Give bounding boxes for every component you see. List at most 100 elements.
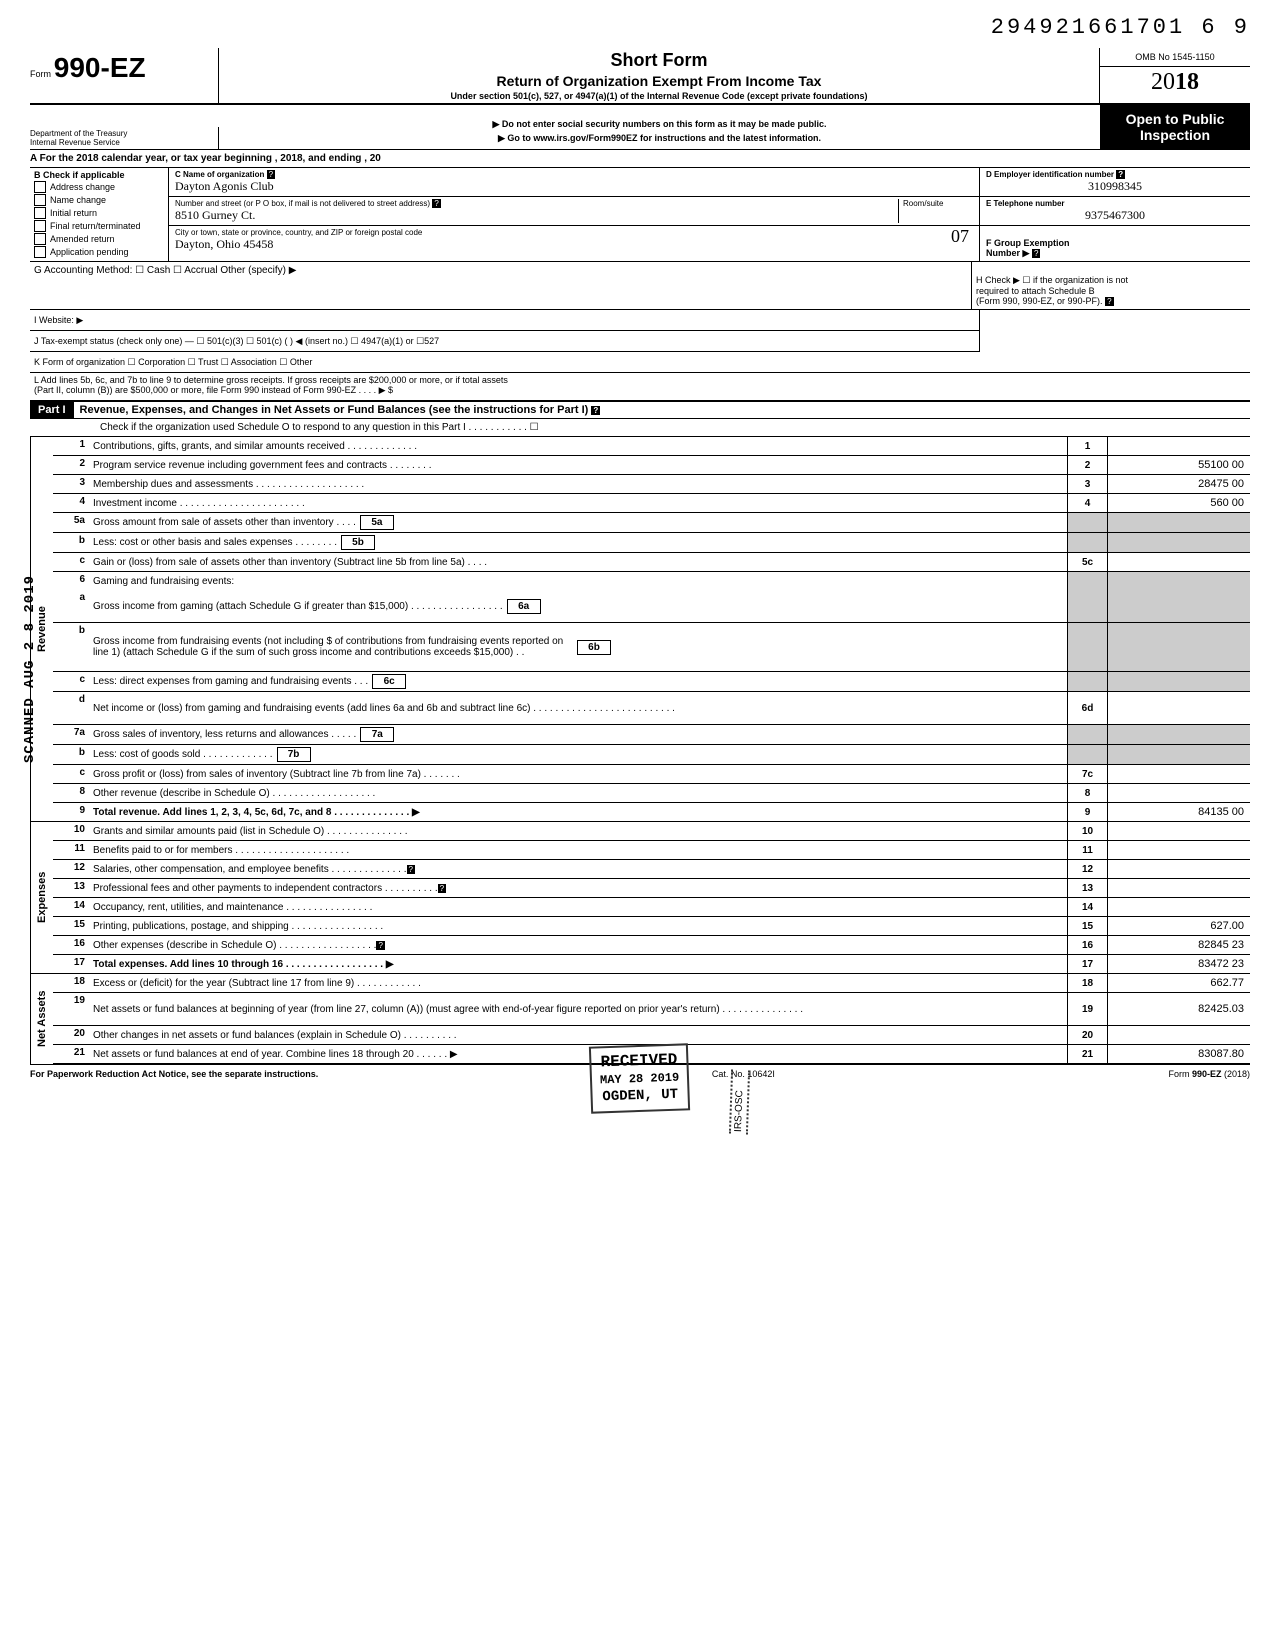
chk-initial-return[interactable]: Initial return [34, 207, 164, 219]
row-h: H Check ▶ ☐ if the organization is not r… [971, 262, 1250, 309]
line-2: 2Program service revenue including gover… [53, 456, 1250, 475]
line-19: 19Net assets or fund balances at beginni… [53, 993, 1250, 1026]
org-name: Dayton Agonis Club [175, 179, 973, 194]
line-12: 12Salaries, other compensation, and empl… [53, 860, 1250, 879]
d-label: D Employer identification number [986, 170, 1114, 179]
line-11: 11Benefits paid to or for members . . . … [53, 841, 1250, 860]
right-header-box: OMB No 1545-1150 2018 [1100, 48, 1250, 103]
form-number: 990-EZ [54, 52, 146, 83]
column-b-checkboxes: B Check if applicable Address change Nam… [30, 168, 169, 261]
footer-left: For Paperwork Reduction Act Notice, see … [30, 1069, 318, 1079]
ein-row: D Employer identification number ? 31099… [980, 168, 1250, 197]
org-name-row: C Name of organization ? Dayton Agonis C… [169, 168, 979, 197]
address-row: Number and street (or P O box, if mail i… [169, 197, 979, 226]
header-row-2: Department of the Treasury Internal Reve… [30, 105, 1250, 150]
irs-osc-stamp: IRS-OSC [729, 1070, 750, 1135]
line-14: 14Occupancy, rent, utilities, and mainte… [53, 898, 1250, 917]
help-icon[interactable]: ? [438, 884, 446, 893]
room-label: Room/suite [903, 199, 973, 208]
form-prefix: Form [30, 69, 51, 79]
column-d-e-f: D Employer identification number ? 31099… [980, 168, 1250, 261]
help-icon[interactable]: ? [1032, 249, 1040, 258]
line-20: 20Other changes in net assets or fund ba… [53, 1026, 1250, 1045]
row-j-tax-status: J Tax-exempt status (check only one) — ☐… [30, 331, 979, 352]
line-6: 6Gaming and fundraising events: [53, 572, 1250, 590]
open-public-label: Open to Public Inspection [1100, 105, 1250, 149]
part-1-header: Part I Revenue, Expenses, and Changes in… [30, 401, 1250, 419]
row-i-website: I Website: ▶ [30, 310, 979, 331]
col-b-header: B Check if applicable [34, 170, 164, 180]
part-1-title: Revenue, Expenses, and Changes in Net As… [74, 404, 601, 416]
line-1: 1Contributions, gifts, grants, and simil… [53, 437, 1250, 456]
part-1-check: Check if the organization used Schedule … [30, 419, 1250, 437]
net-assets-side-label: Net Assets [30, 974, 53, 1065]
line-10: 10Grants and similar amounts paid (list … [53, 822, 1250, 841]
column-c-org-info: C Name of organization ? Dayton Agonis C… [169, 168, 980, 261]
line-3: 3Membership dues and assessments . . . .… [53, 475, 1250, 494]
help-icon[interactable]: ? [1105, 297, 1113, 306]
handwritten-07: 07 [951, 226, 969, 247]
e-label: E Telephone number [986, 199, 1244, 208]
help-icon[interactable]: ? [267, 170, 275, 179]
revenue-lines: 1Contributions, gifts, grants, and simil… [53, 437, 1250, 822]
row-k-org-form: K Form of organization ☐ Corporation ☐ T… [30, 352, 1250, 373]
year-prefix: 20 [1151, 69, 1175, 95]
revenue-section: Revenue 1Contributions, gifts, grants, a… [30, 437, 1250, 822]
part-1-label: Part I [30, 402, 74, 418]
line-4: 4Investment income . . . . . . . . . . .… [53, 494, 1250, 513]
org-city: Dayton, Ohio 45458 [175, 237, 973, 252]
row-l-gross-receipts: L Add lines 5b, 6c, and 7b to line 9 to … [30, 373, 1250, 401]
city-row: City or town, state or province, country… [169, 226, 979, 254]
line-7c: cGross profit or (loss) from sales of in… [53, 765, 1250, 784]
header-instructions: ▶ Do not enter social security numbers o… [219, 114, 1100, 149]
footer-form-ref: Form 990-EZ (2018) [1168, 1069, 1250, 1079]
line-7a: 7aGross sales of inventory, less returns… [53, 725, 1250, 745]
arrow-line-1: ▶ Do not enter social security numbers o… [221, 119, 1098, 130]
line-13: 13Professional fees and other payments t… [53, 879, 1250, 898]
ogden-label: OGDEN, UT [600, 1086, 680, 1107]
received-stamp: RECEIVED MAY 28 2019 OGDEN, UT [589, 1043, 690, 1113]
ein-value: 310998345 [986, 179, 1244, 194]
org-address: 8510 Gurney Ct. [175, 208, 898, 223]
help-icon[interactable]: ? [591, 406, 600, 415]
help-icon[interactable]: ? [407, 865, 415, 874]
help-icon[interactable]: ? [432, 199, 440, 208]
row-g-h: G Accounting Method: ☐ Cash ☐ Accrual Ot… [30, 262, 1250, 310]
dept-treasury: Department of the Treasury Internal Reve… [30, 127, 219, 149]
line-6d: dNet income or (loss) from gaming and fu… [53, 692, 1250, 725]
line-18: 18Excess or (deficit) for the year (Subt… [53, 974, 1250, 993]
line-8: 8Other revenue (describe in Schedule O) … [53, 784, 1250, 803]
f-label: F Group Exemption Number ▶ [986, 238, 1070, 258]
title-box: Short Form Return of Organization Exempt… [219, 48, 1100, 103]
help-icon[interactable]: ? [376, 941, 384, 950]
year-suffix: 18 [1175, 69, 1199, 95]
chk-name-change[interactable]: Name change [34, 194, 164, 206]
line-7b: bLess: cost of goods sold . . . . . . . … [53, 745, 1250, 765]
city-label: City or town, state or province, country… [175, 228, 973, 237]
chk-application-pending[interactable]: Application pending [34, 246, 164, 258]
chk-address-change[interactable]: Address change [34, 181, 164, 193]
header-row: Form 990-EZ Short Form Return of Organiz… [30, 48, 1250, 105]
line-15: 15Printing, publications, postage, and s… [53, 917, 1250, 936]
phone-row: E Telephone number 9375467300 [980, 197, 1250, 226]
form-container: 294921661701 6 9 Form 990-EZ Short Form … [30, 15, 1250, 1079]
document-id: 294921661701 6 9 [30, 15, 1250, 40]
scanned-stamp: SCANNED AUG 2 8 2019 [22, 575, 38, 763]
form-title: Return of Organization Exempt From Incom… [227, 73, 1091, 89]
expenses-side-label: Expenses [30, 822, 53, 974]
chk-amended-return[interactable]: Amended return [34, 233, 164, 245]
form-subtitle: Under section 501(c), 527, or 4947(a)(1)… [227, 91, 1091, 101]
arrow-line-2: ▶ Go to www.irs.gov/Form990EZ for instru… [221, 133, 1098, 144]
expenses-section: Expenses 10Grants and similar amounts pa… [30, 822, 1250, 974]
tax-year: 2018 [1100, 67, 1250, 98]
line-6c: cLess: direct expenses from gaming and f… [53, 672, 1250, 692]
section-b-through-f: B Check if applicable Address change Nam… [30, 168, 1250, 262]
omb-number: OMB No 1545-1150 [1100, 48, 1250, 67]
c-name-label: C Name of organization [175, 170, 264, 179]
row-a-tax-year: A For the 2018 calendar year, or tax yea… [30, 150, 1250, 168]
help-icon[interactable]: ? [1116, 170, 1125, 179]
chk-final-return[interactable]: Final return/terminated [34, 220, 164, 232]
addr-label: Number and street (or P O box, if mail i… [175, 199, 430, 208]
short-form-label: Short Form [227, 50, 1091, 71]
open-public-box: Open to Public Inspection [1100, 105, 1250, 149]
